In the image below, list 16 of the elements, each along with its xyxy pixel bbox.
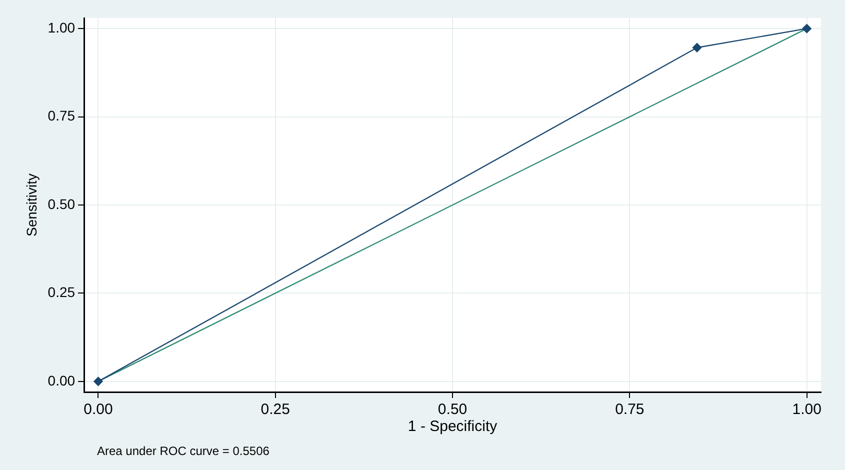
point [802,24,812,34]
y-tick-label: 0.25 [48,284,76,300]
point [94,376,103,386]
text: Area under ROC curve = 0.5506 [97,444,270,458]
y-tick-label: 0.75 [48,108,76,124]
x-tick-label: 0.50 [438,401,468,418]
x-tick-label: 0.00 [84,401,113,418]
y-tick-label: 0.50 [48,196,76,212]
y-tick-label: 1.00 [48,19,76,36]
x-tick-label: 1.00 [792,401,822,418]
point [692,43,702,52]
x-tick-label: 0.25 [260,401,290,418]
y-tick-label: 0.00 [48,372,76,388]
x-axis-title: 1 - Specificity [408,418,498,436]
y-axis-title: Sensitivity [23,173,40,237]
x-tick-label: 0.75 [615,401,644,418]
